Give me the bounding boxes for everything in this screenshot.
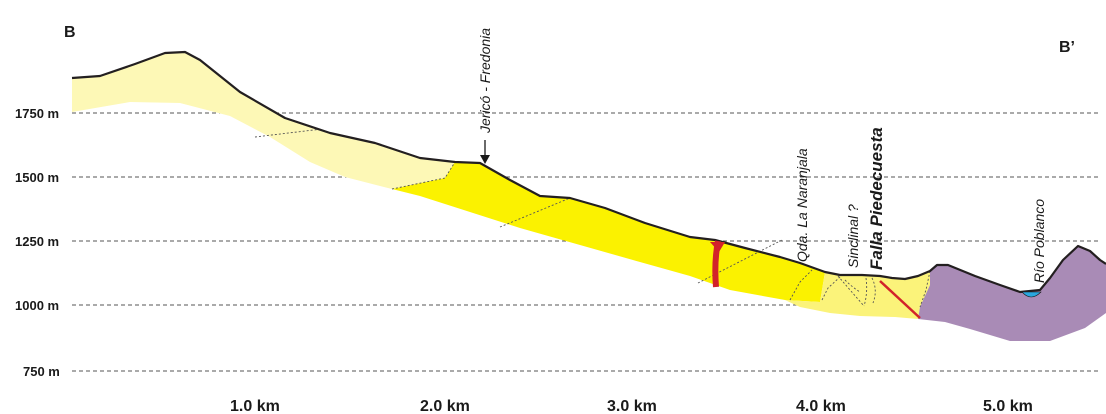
contact-line [254, 128, 323, 138]
jerico-arrow-head [480, 155, 490, 164]
syncline-fold [863, 277, 868, 307]
fault-piedecuesta-trace [879, 280, 921, 319]
section-end-label: B’ [1059, 39, 1075, 56]
distance-labels: 1.0 km 2.0 km 3.0 km 4.0 km 5.0 km [230, 398, 1033, 414]
topographic-profile [71, 50, 1106, 294]
contact-line [821, 276, 841, 301]
unit-purple-east [918, 246, 1106, 341]
elevation-label: 1000 m [15, 298, 59, 313]
contact-line [499, 197, 571, 228]
elevation-label: 750 m [23, 364, 60, 379]
section-start-label: B [64, 24, 76, 41]
syncline-fold [871, 277, 876, 304]
elevation-label: 1500 m [15, 170, 59, 185]
internal-contacts [254, 128, 931, 308]
distance-label: 2.0 km [420, 398, 470, 414]
contact-line [789, 269, 813, 301]
sinclinal-label: Sinclinal ? [845, 204, 861, 268]
falla-piedecuesta-label: Falla Piedecuesta [867, 127, 886, 270]
elevation-label: 1250 m [15, 234, 59, 249]
elevation-labels: 1750 m 1500 m 1250 m 1000 m 750 m [15, 106, 60, 379]
river-poblanco-marker [1021, 291, 1042, 298]
syncline-fold [844, 279, 861, 293]
elevation-label: 1750 m [15, 106, 59, 121]
rio-poblanco-label: Río Poblanco [1031, 199, 1047, 283]
unit-yellow-middle [392, 162, 825, 302]
distance-label: 1.0 km [230, 398, 280, 414]
distance-label: 4.0 km [796, 398, 846, 414]
qda-la-naranjala-label: Qda. La Naranjala [794, 148, 810, 262]
jerico-fredonia-label: Jericó - Fredonia [477, 28, 493, 134]
distance-label: 5.0 km [983, 398, 1033, 414]
fault-cap [710, 242, 725, 252]
unit-pale-yellow-upper [72, 52, 455, 189]
syncline-fold [837, 275, 865, 307]
distance-label: 3.0 km [607, 398, 657, 414]
unit-yellow-lower [785, 268, 937, 319]
